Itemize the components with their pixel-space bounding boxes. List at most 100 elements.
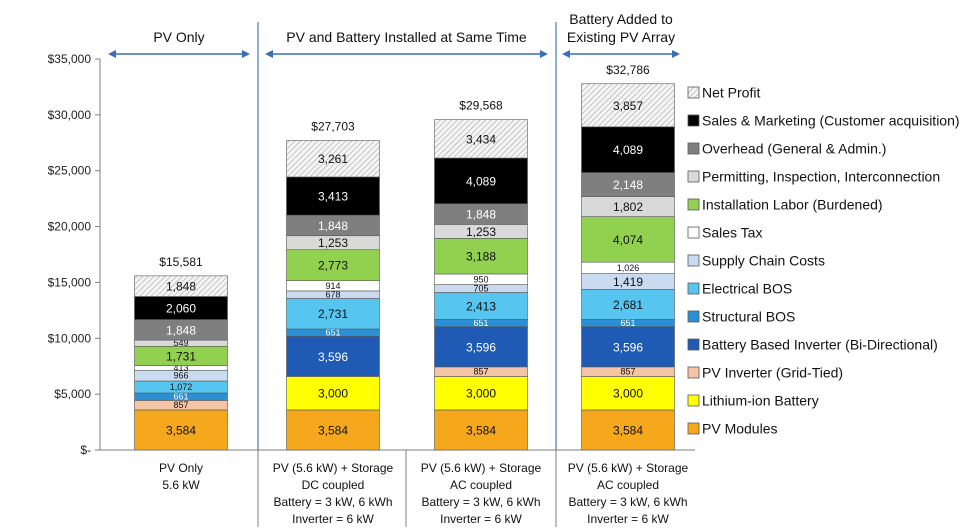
legend-label: Battery Based Inverter (Bi-Directional) [702,337,938,353]
data-label: 857 [173,400,188,410]
legend-swatch [687,226,700,239]
arrow-head-left [108,50,116,58]
data-label: 1,848 [166,280,196,294]
data-label: 2,060 [166,301,196,315]
data-label: 4,089 [613,143,643,157]
legend-label: Lithium-ion Battery [702,393,819,409]
category-label: Battery = 3 kW, 6 kWh [568,495,687,509]
data-label: 914 [325,281,340,291]
group-label: PV and Battery Installed at Same Time [286,29,527,45]
legend-swatch [687,170,700,183]
category-label: DC coupled [302,478,365,492]
data-label: 3,000 [613,387,643,401]
legend-swatch [687,198,700,211]
arrow-head-right [242,50,250,58]
data-label: 3,857 [613,99,643,113]
legend-label: Supply Chain Costs [702,253,825,269]
total-label: $15,581 [159,255,203,269]
data-label: 651 [620,318,635,328]
legend-label: Sales & Marketing (Customer acquisition) [702,113,960,129]
y-tick-label: $30,000 [48,108,92,122]
data-label: 549 [173,338,188,348]
data-label: 950 [473,274,488,284]
bar-segment [286,140,380,178]
bar-segment [286,376,380,411]
category-label: PV (5.6 kW) + Storage [273,461,394,475]
y-tick-label: $10,000 [48,331,92,345]
data-label: 1,253 [466,225,496,239]
bar-segment [286,335,380,377]
legend-label: PV Modules [702,421,777,437]
arrow-head-right [540,50,548,58]
bar-segment [434,119,528,159]
data-label: 413 [173,363,188,373]
data-label: 2,681 [613,298,643,312]
data-label: 3,596 [613,340,643,354]
group-label: PV Only [153,29,204,45]
data-label: 1,026 [617,263,640,273]
data-label: 2,413 [466,299,496,313]
data-label: 661 [173,392,188,402]
legend-swatch [687,254,700,267]
data-label: 1,731 [166,349,196,363]
legend-label: Installation Labor (Burdened) [702,197,883,213]
data-label: 678 [325,290,340,300]
category-label: PV (5.6 kW) + Storage [421,461,542,475]
bar-segment [286,249,380,282]
data-label: 1,802 [613,200,643,214]
data-label: 3,000 [466,387,496,401]
group-label: Battery Added to [569,11,673,27]
bar-segment [434,157,528,205]
data-label: 857 [620,367,635,377]
total-label: $29,568 [459,99,503,113]
data-label: 966 [173,371,188,381]
legend-swatch [687,86,700,99]
total-label: $27,703 [311,120,355,134]
category-label: Inverter = 6 kW [587,512,669,526]
data-label: 3,261 [318,152,348,166]
bar-segment [434,376,528,411]
category-label: AC coupled [450,478,512,492]
legend-swatch [687,142,700,155]
group-label: Existing PV Array [567,29,675,45]
data-label: 3,596 [318,350,348,364]
arrow-head-right [672,50,680,58]
data-label: 651 [325,328,340,338]
category-label: AC coupled [597,478,659,492]
legend-swatch [687,114,700,127]
legend-swatch [687,366,700,379]
bar-segment [581,83,675,128]
legend-label: Permitting, Inspection, Interconnection [702,169,940,185]
data-label: 3,000 [318,387,348,401]
legend-label: Overhead (General & Admin.) [702,141,886,157]
bar-segment [286,176,380,216]
category-label: Inverter = 6 kW [440,512,522,526]
arrow-head-left [265,50,273,58]
bar-segment [581,376,675,411]
data-label: 3,584 [166,423,196,437]
category-label: PV Only [159,461,203,475]
bar-segment [581,126,675,173]
data-label: 1,848 [466,208,496,222]
category-label: Battery = 3 kW, 6 kWh [273,495,392,509]
legend-label: Sales Tax [702,225,762,241]
legend-swatch [687,338,700,351]
category-label: Battery = 3 kW, 6 kWh [421,495,540,509]
data-label: 3,188 [466,250,496,264]
bar-segment [581,289,675,320]
data-label: 2,731 [318,307,348,321]
legend-swatch [687,310,700,323]
data-label: 3,584 [466,423,496,437]
legend-label: Structural BOS [702,309,795,325]
y-tick-label: $15,000 [48,275,92,289]
y-tick-label: $20,000 [48,220,92,234]
data-label: 2,148 [613,178,643,192]
bar-segment [134,275,228,297]
legend-label: Electrical BOS [702,281,792,297]
y-tick-label: $5,000 [54,387,91,401]
data-label: 3,584 [318,423,348,437]
data-label: 3,584 [613,423,643,437]
bar-segment [434,292,528,320]
